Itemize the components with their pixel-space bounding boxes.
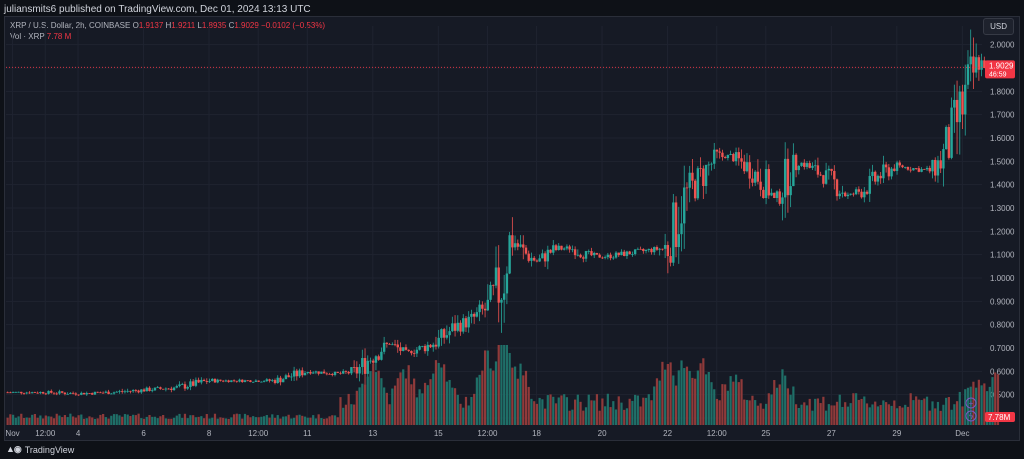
chart-panel[interactable] <box>4 16 1020 441</box>
ohlc-line: XRP / U.S. Dollar, 2h, COINBASE O1.9137 … <box>10 20 325 31</box>
close-value: 1.9029 <box>234 21 259 30</box>
high-value: 1.9211 <box>171 21 196 30</box>
chart-legend: XRP / U.S. Dollar, 2h, COINBASE O1.9137 … <box>10 20 325 42</box>
footer-brand: ▲◉ TradingView <box>6 444 74 455</box>
volume-value: 7.78 M <box>46 32 72 41</box>
open-value: 1.9137 <box>138 21 164 30</box>
low-label: L <box>197 21 202 30</box>
publisher-line: juliansmits6 published on TradingView.co… <box>4 4 311 15</box>
open-label: O <box>132 21 139 30</box>
high-label: H <box>165 21 172 30</box>
symbol-info: XRP / U.S. Dollar, 2h, COINBASE <box>10 21 131 30</box>
volume-label: Vol · XRP <box>10 32 45 41</box>
tradingview-logo-icon: ▲◉ <box>6 444 22 454</box>
low-value: 1.8935 <box>201 21 227 30</box>
brand-name: TradingView <box>24 444 75 455</box>
volume-legend-line: Vol · XRP 7.78 M <box>10 31 325 42</box>
close-label: C <box>228 21 235 30</box>
currency-button[interactable]: USD <box>983 18 1014 35</box>
price-change: −0.0102 (−0.53%) <box>261 21 326 30</box>
